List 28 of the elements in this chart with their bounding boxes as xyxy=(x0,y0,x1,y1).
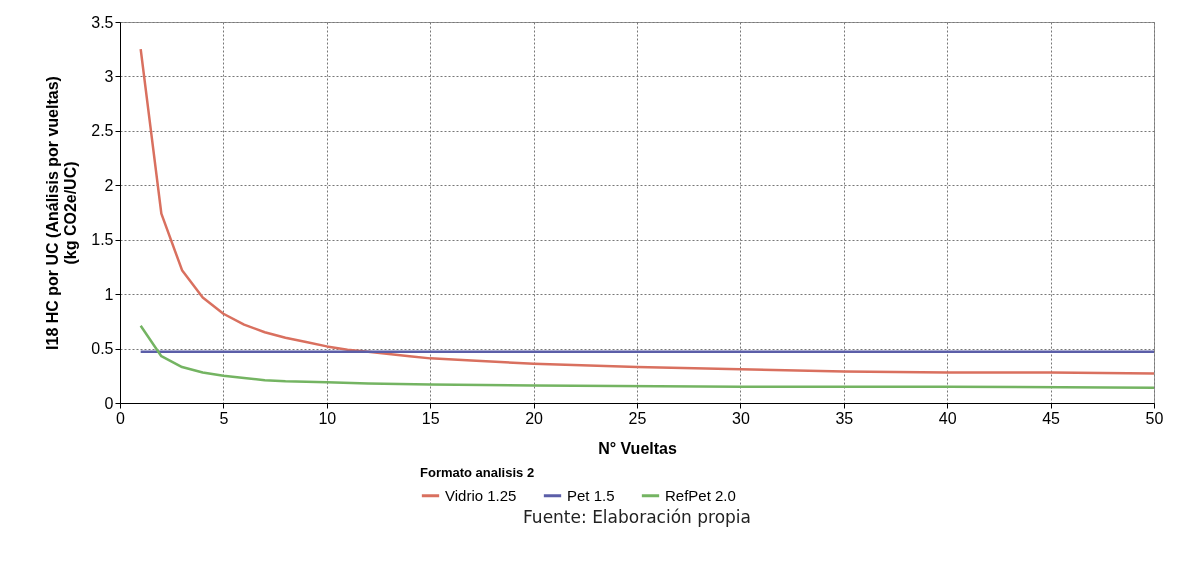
x-tick-label: 0 xyxy=(116,409,126,427)
y-tick-label: 0.5 xyxy=(91,340,114,358)
y-tick-label: 0 xyxy=(104,394,114,412)
y-tick-label: 2 xyxy=(104,176,114,194)
y-tick-label: 1 xyxy=(104,285,114,303)
x-tick-label: 5 xyxy=(219,409,229,427)
legend-label: RefPet 2.0 xyxy=(665,486,736,504)
x-tick-label: 25 xyxy=(628,409,647,427)
x-tick-label: 15 xyxy=(421,409,440,427)
source-note: Fuente: Elaboración propia xyxy=(523,507,751,527)
y-tick-label: 2.5 xyxy=(91,122,114,140)
x-tick-label: 10 xyxy=(318,409,337,427)
y-axis-title: I18 HC por UC (Análisis por vueltas) (kg CO2e/UC) xyxy=(44,76,80,350)
legend-title: Formato analisis 2 xyxy=(420,465,535,480)
x-tick-label: 35 xyxy=(835,409,854,427)
x-axis-title: N° Vueltas xyxy=(598,439,677,457)
line-series xyxy=(139,47,1156,375)
line-series xyxy=(139,324,1156,390)
legend-label: Vidrio 1.25 xyxy=(445,486,517,504)
y-tick-label: 1.5 xyxy=(91,231,114,249)
y-tick-label: 3 xyxy=(104,67,114,85)
y-tick-label: 3.5 xyxy=(91,13,114,31)
legend-label: Pet 1.5 xyxy=(567,486,615,504)
x-tick-label: 30 xyxy=(732,409,750,427)
x-tick-label: 45 xyxy=(1042,409,1061,427)
x-tick-label: 20 xyxy=(525,409,544,427)
x-tick-label: 50 xyxy=(1145,409,1164,427)
x-tick-label: 40 xyxy=(938,409,957,427)
